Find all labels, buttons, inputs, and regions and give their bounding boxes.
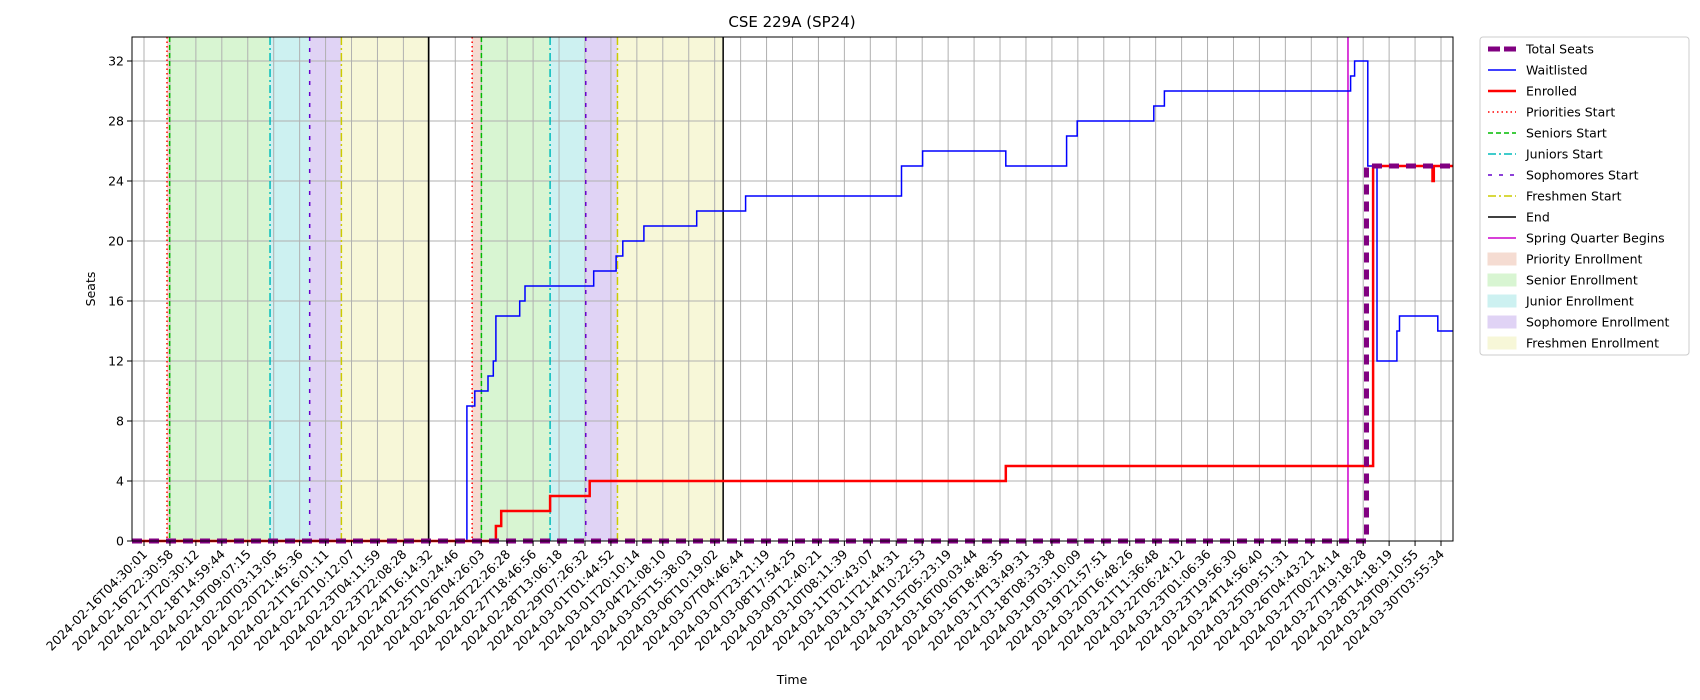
series-enrolled [132, 164, 1453, 543]
legend-label-total-seats: Total Seats [1525, 42, 1594, 57]
y-tick-label: 12 [108, 354, 124, 369]
legend-label-waitlisted: Waitlisted [1526, 63, 1588, 78]
legend-label-enrolled: Enrolled [1526, 84, 1577, 99]
y-tick-label: 24 [108, 174, 124, 189]
y-tick-label: 0 [116, 534, 124, 549]
y-tick-label: 20 [108, 234, 124, 249]
legend-label-seniors-start: Seniors Start [1526, 126, 1607, 141]
legend-label-freshmen-start: Freshmen Start [1526, 189, 1622, 204]
enrollment-spans [167, 37, 724, 541]
legend-label-freshmen-enrollment: Freshmen Enrollment [1526, 336, 1659, 351]
span-junior-enrollment [550, 37, 586, 541]
y-tick-label: 8 [116, 414, 124, 429]
series-waitlisted [132, 60, 1453, 542]
legend-swatch-priority-enrollment [1487, 252, 1517, 266]
span-freshmen-enrollment [341, 37, 429, 541]
legend-label-sophomores-start: Sophomores Start [1526, 168, 1639, 183]
y-axis-label: Seats [83, 272, 98, 307]
chart-title: CSE 229A (SP24) [728, 13, 855, 31]
x-axis-label: Time [776, 672, 808, 687]
legend-label-priority-enrollment: Priority Enrollment [1526, 252, 1643, 267]
span-freshmen-enrollment [617, 37, 724, 541]
legend-label-sophomore-enrollment: Sophomore Enrollment [1526, 315, 1670, 330]
legend-swatch-sophomore-enrollment [1487, 315, 1517, 329]
legend-label-senior-enrollment: Senior Enrollment [1526, 273, 1638, 288]
legend-swatch-senior-enrollment [1487, 273, 1517, 287]
span-junior-enrollment [270, 37, 310, 541]
legend-swatch-junior-enrollment [1487, 294, 1517, 308]
y-tick-label: 4 [116, 474, 124, 489]
legend-label-spring-quarter-begins: Spring Quarter Begins [1526, 231, 1665, 246]
y-axis: 0 4 8 12 16 20 24 28 32 [108, 54, 132, 549]
y-tick-label: 28 [108, 114, 124, 129]
span-priority-enrollment [472, 37, 482, 541]
legend-label-end: End [1526, 210, 1550, 225]
span-senior-enrollment [169, 37, 271, 541]
y-tick-label: 16 [108, 294, 124, 309]
y-tick-label: 32 [108, 54, 124, 69]
legend-label-juniors-start: Juniors Start [1525, 147, 1603, 162]
legend-label-junior-enrollment: Junior Enrollment [1525, 294, 1634, 309]
span-senior-enrollment [481, 37, 551, 541]
legend-label-priorities-start: Priorities Start [1526, 105, 1615, 120]
span-sophomore-enrollment [585, 37, 618, 541]
x-axis: 2024-02-16T04:30:012024-02-16T22:30:5820… [43, 541, 1447, 654]
span-priority-enrollment [167, 37, 170, 541]
legend: Total Seats Waitlisted Enrolled Priorities … [1479, 36, 1690, 356]
event-lines [166, 37, 1349, 541]
legend-frame [1479, 36, 1690, 356]
legend-swatch-freshmen-enrollment [1487, 336, 1517, 350]
